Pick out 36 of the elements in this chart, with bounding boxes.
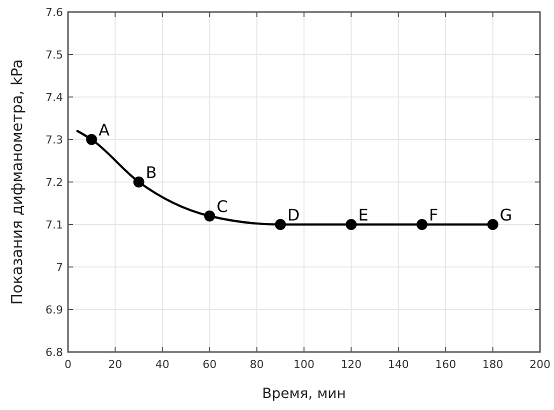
annotation: B <box>146 163 157 182</box>
point <box>133 176 144 188</box>
y-tick-label: 6.8 <box>46 346 63 359</box>
annotation: A <box>98 120 110 140</box>
x-tick-label: 120 <box>340 358 362 371</box>
y-tick-label: 7.6 <box>46 6 63 19</box>
x-tick-label: 60 <box>202 358 217 371</box>
annotation: F <box>429 206 438 224</box>
point <box>274 219 286 230</box>
x-tick-label: 140 <box>388 358 409 371</box>
annotation: G <box>500 206 512 224</box>
x-tick-label: 20 <box>108 358 122 371</box>
annotation: E <box>358 206 368 224</box>
x-tick-label: 160 <box>435 358 456 371</box>
x-axis-title: Время, мин <box>262 386 346 402</box>
annotation: D <box>287 206 300 224</box>
x-tick-label: 80 <box>250 358 264 371</box>
x-tick-label: 100 <box>294 358 314 371</box>
point <box>416 219 428 230</box>
y-tick-label: 6.9 <box>46 303 63 316</box>
y-axis-title: Показания дифманометра, kPa <box>8 59 26 305</box>
y-tick-label: 7.3 <box>46 133 63 146</box>
y-tick-label: 7.4 <box>46 90 63 104</box>
point <box>487 219 498 230</box>
point <box>346 219 357 230</box>
y-tick-label: 7 <box>56 260 63 274</box>
y-tick-label: 7.5 <box>46 48 63 62</box>
x-tick-label: 200 <box>530 358 550 371</box>
point <box>204 210 216 222</box>
point <box>86 134 98 145</box>
y-tick-label: 7.1 <box>46 218 63 232</box>
annotation: C <box>216 197 228 216</box>
y-tick-label: 7.2 <box>46 176 63 189</box>
x-tick-label: 0 <box>64 358 72 371</box>
x-tick-label: 180 <box>482 358 504 371</box>
x-tick-label: 40 <box>155 358 170 371</box>
